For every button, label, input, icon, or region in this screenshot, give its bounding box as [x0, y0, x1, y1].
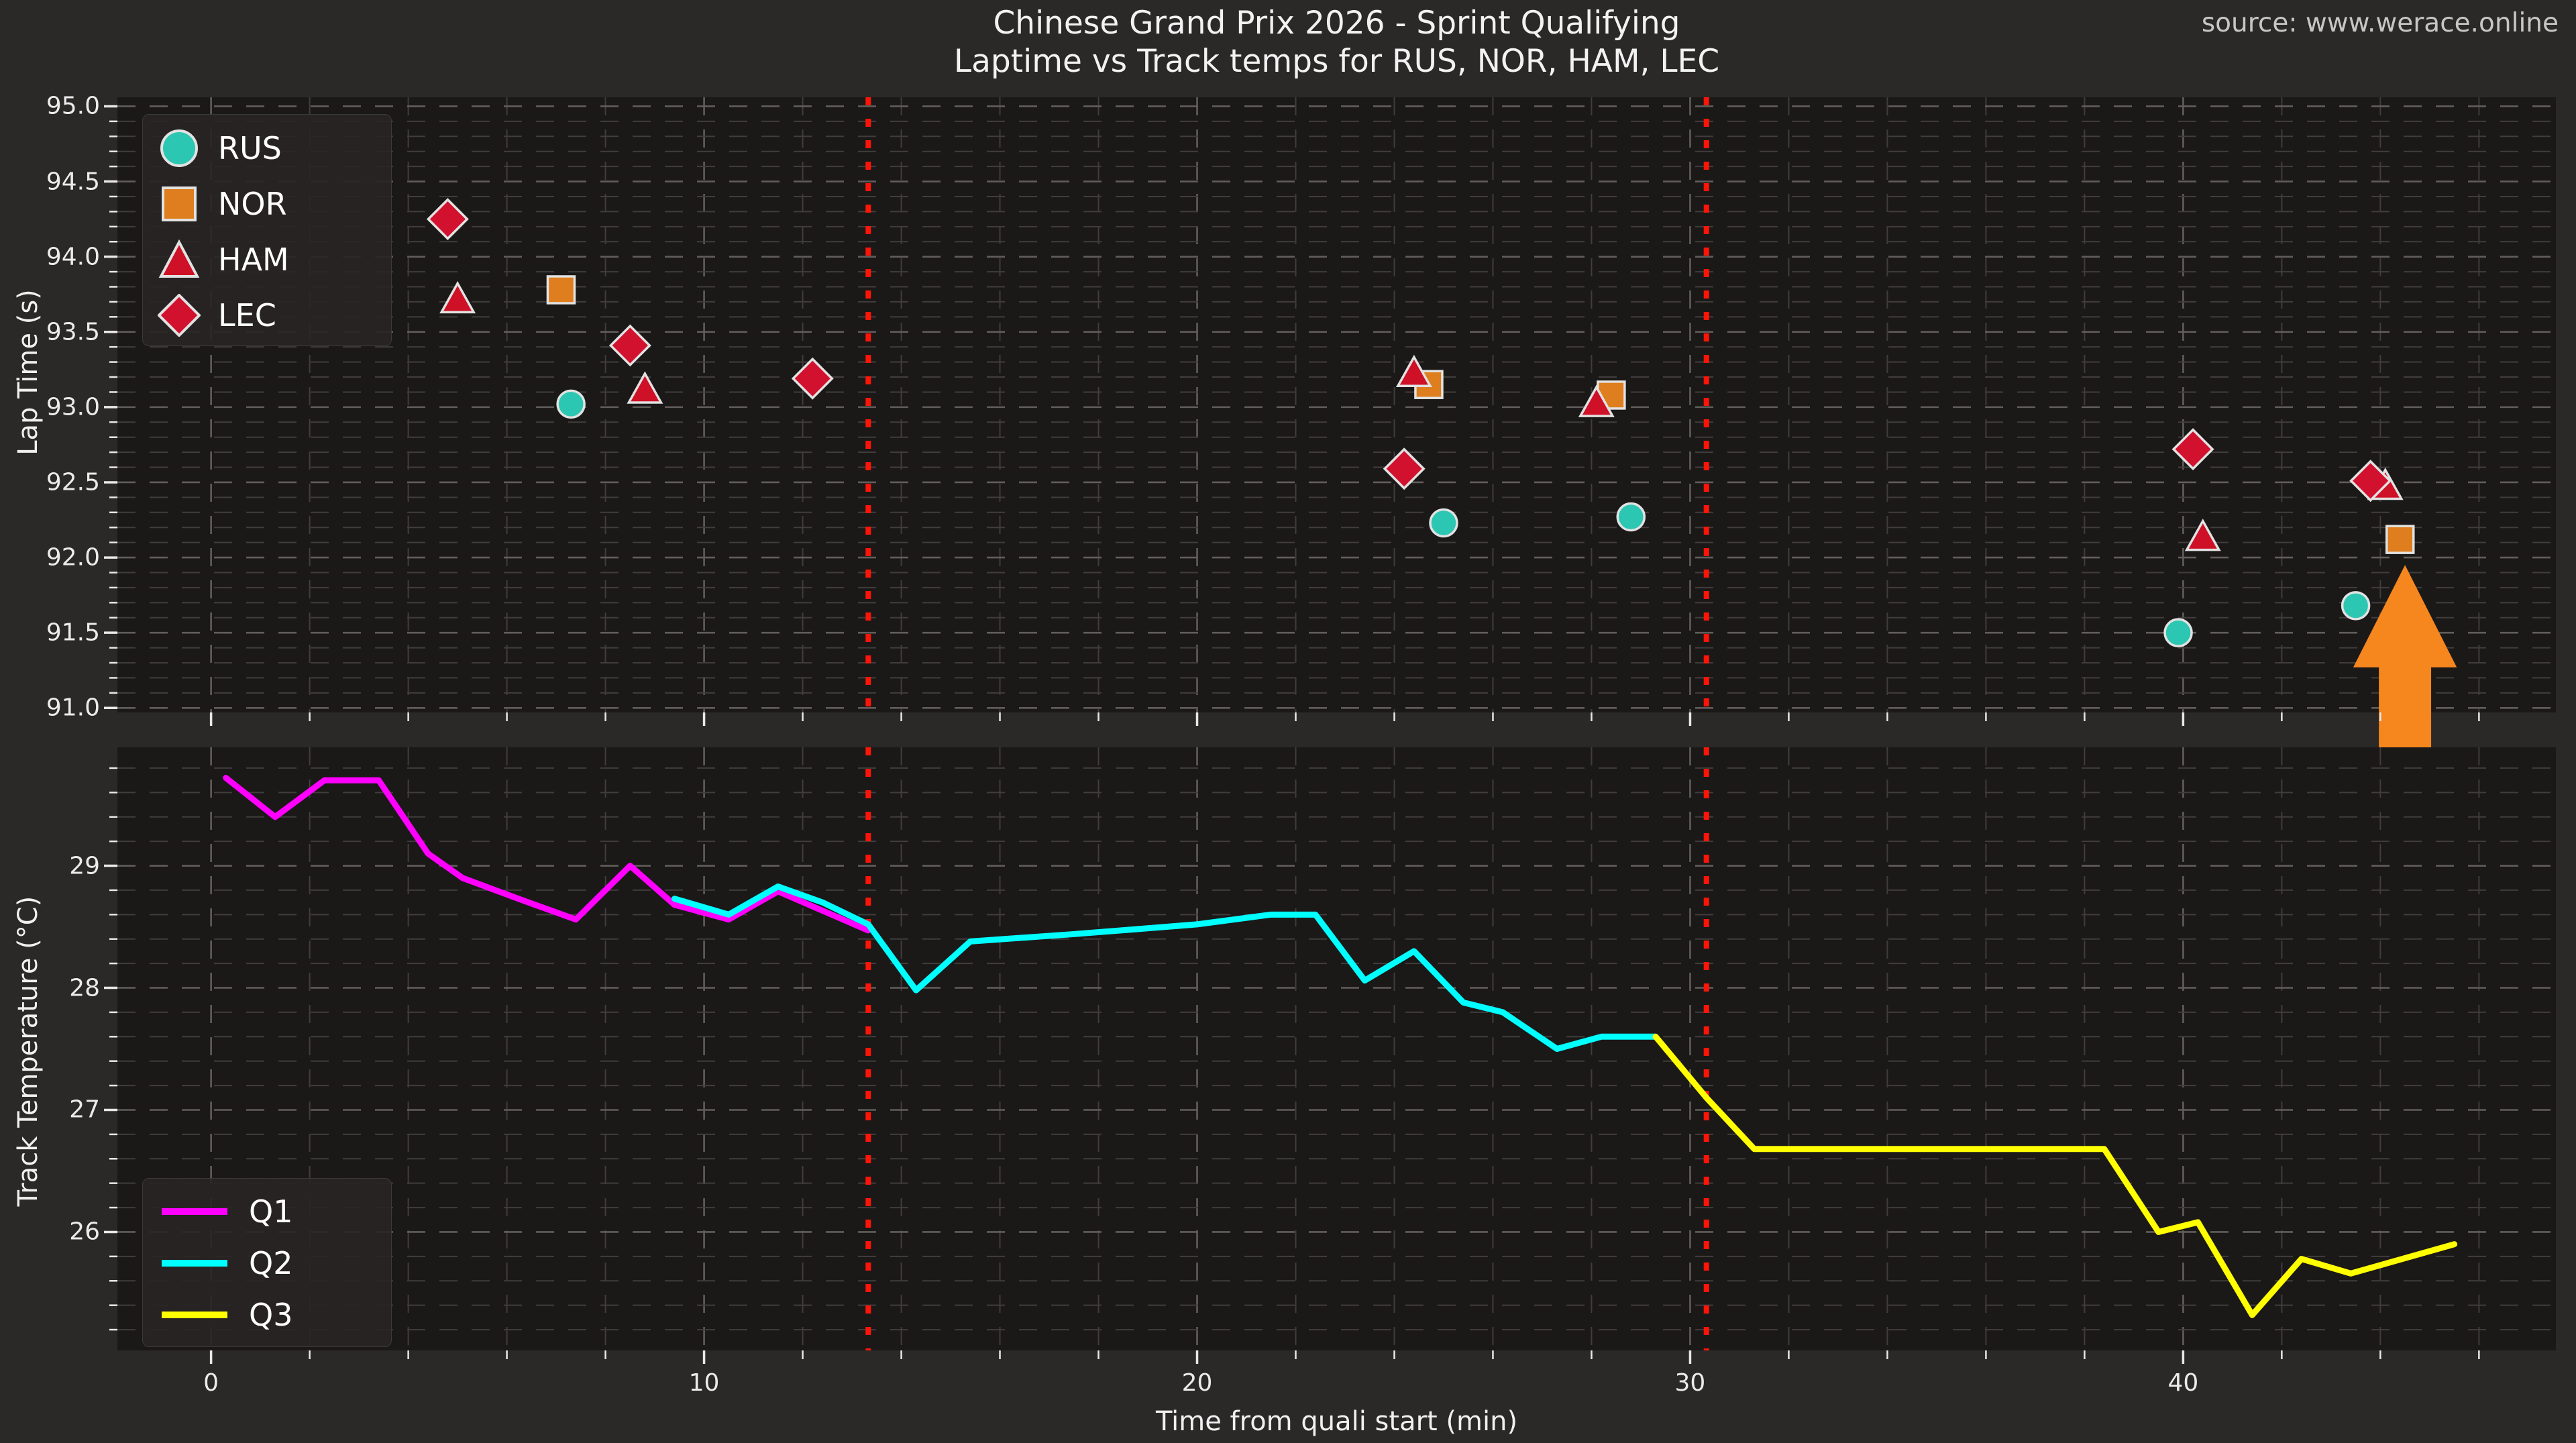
xtick-0: 0 — [203, 1369, 219, 1397]
rus-circle-icon — [160, 129, 198, 167]
laptime-ytick-92.0: 92.0 — [46, 543, 100, 572]
point-LEC — [791, 357, 834, 400]
legend-label-LEC: LEC — [218, 297, 276, 333]
xtick-40: 40 — [2167, 1369, 2199, 1397]
legend-item-RUS: RUS — [158, 120, 391, 176]
q3-line-icon — [162, 1311, 227, 1318]
laptime-ytick-93.5: 93.5 — [46, 318, 100, 346]
legend-item-HAM: HAM — [158, 231, 391, 287]
legend-label-RUS: RUS — [218, 129, 282, 166]
xtick-20: 20 — [1181, 1369, 1213, 1397]
source-credit: source: www.werace.online — [2201, 8, 2559, 38]
temp-ytick-29: 29 — [69, 852, 100, 880]
laptime-ytick-94.5: 94.5 — [46, 168, 100, 196]
laptime-scatter-panel — [104, 97, 2556, 765]
highlight-arrow — [2353, 565, 2457, 765]
nor-square-icon — [162, 186, 197, 221]
temperature-axis-label: Track Temperature (°C) — [13, 896, 44, 1207]
q1-line-icon — [162, 1208, 227, 1215]
laptime-ytick-95.0: 95.0 — [46, 92, 100, 120]
legend-item-Q2: Q2 — [158, 1237, 391, 1289]
legend-label-HAM: HAM — [218, 241, 289, 278]
point-HAM — [1578, 384, 1615, 417]
legend-label-NOR: NOR — [218, 185, 287, 222]
laptime-ytick-91.5: 91.5 — [46, 619, 100, 647]
session-legend: Q1 Q2 Q3 — [142, 1178, 392, 1347]
laptime-ytick-94.0: 94.0 — [46, 243, 100, 271]
title-block: Chinese Grand Prix 2026 - Sprint Qualify… — [117, 4, 2556, 81]
point-RUS — [556, 389, 586, 419]
point-LEC — [608, 324, 651, 367]
point-LEC — [1383, 447, 1426, 490]
point-RUS — [2341, 591, 2371, 621]
xtick-10: 10 — [688, 1369, 720, 1397]
track-temperature-panel — [104, 747, 2556, 1364]
chart-title: Chinese Grand Prix 2026 - Sprint Qualify… — [993, 5, 1680, 42]
point-LEC — [2349, 460, 2392, 502]
q2-line-icon — [162, 1259, 227, 1267]
driver-legend: RUS NOR HAM LEC — [142, 114, 392, 346]
point-NOR — [2385, 525, 2415, 554]
laptime-ytick-93.0: 93.0 — [46, 393, 100, 421]
legend-item-LEC: LEC — [158, 287, 391, 343]
point-RUS — [1616, 502, 1646, 532]
temp-line-Q3 — [1652, 1033, 2458, 1318]
legend-label-Q3: Q3 — [249, 1296, 293, 1333]
point-HAM — [2184, 519, 2221, 551]
point-RUS — [2163, 618, 2193, 647]
chart-subtitle: Laptime vs Track temps for RUS, NOR, HAM… — [953, 43, 1720, 80]
time-axis-label: Time from quali start (min) — [1155, 1406, 1518, 1437]
point-LEC — [2171, 428, 2214, 471]
ham-triangle-icon — [158, 239, 200, 278]
legend-item-NOR: NOR — [158, 176, 391, 231]
legend-item-Q3: Q3 — [158, 1289, 391, 1340]
legend-item-Q1: Q1 — [158, 1185, 391, 1237]
temp-line-Q1 — [223, 774, 871, 934]
point-HAM — [439, 280, 476, 314]
lec-diamond-icon — [158, 293, 201, 337]
temp-ytick-28: 28 — [69, 974, 100, 1002]
xtick-30: 30 — [1674, 1369, 1706, 1397]
temp-line-Q2 — [671, 883, 1659, 1052]
laptime-ytick-91.0: 91.0 — [46, 694, 100, 722]
temp-ytick-27: 27 — [69, 1095, 100, 1124]
laptime-ytick-92.5: 92.5 — [46, 468, 100, 496]
laptime-axis-label: Lap Time (s) — [13, 289, 44, 456]
legend-label-Q1: Q1 — [249, 1193, 293, 1230]
point-LEC — [426, 198, 469, 241]
point-HAM — [1395, 354, 1432, 388]
legend-label-Q2: Q2 — [249, 1244, 293, 1281]
temp-ytick-26: 26 — [69, 1218, 100, 1246]
point-NOR — [546, 275, 576, 305]
point-HAM — [627, 371, 663, 404]
point-RUS — [1429, 508, 1458, 538]
